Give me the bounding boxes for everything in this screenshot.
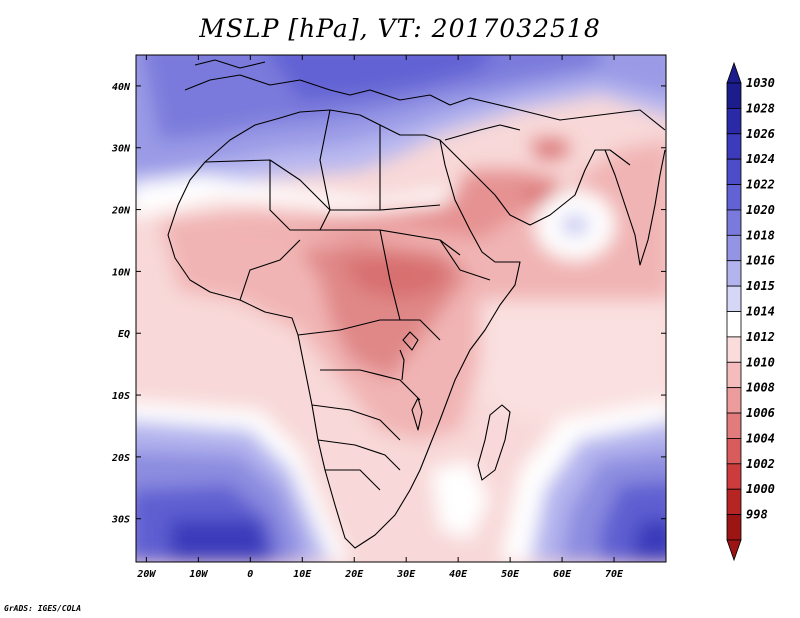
grads-credit: GrADS: IGES/COLA <box>4 604 82 613</box>
lat-label: 30N <box>111 144 131 155</box>
colorbar-swatch <box>726 488 742 516</box>
lon-label: 20W <box>136 569 156 580</box>
colorbar-label: 1018 <box>746 228 775 242</box>
colorbar-label: 998 <box>746 508 768 522</box>
colorbar-swatch <box>726 133 742 160</box>
lon-label: 10E <box>293 569 312 580</box>
colorbar-swatch <box>726 412 742 439</box>
colorbar-swatch <box>726 311 742 338</box>
colorbar-label: 1012 <box>746 330 775 344</box>
colorbar-swatch <box>726 158 742 185</box>
colorbar-swatch <box>726 234 742 262</box>
colorbar-swatch <box>726 463 742 490</box>
lon-label: 60E <box>553 569 572 580</box>
colorbar-label: 1016 <box>746 254 775 268</box>
map-title: MSLP [hPa], VT: 2017032518 <box>199 14 601 43</box>
colorbar-swatch <box>726 82 742 109</box>
colorbar-swatch <box>726 260 742 287</box>
colorbar-label: 1022 <box>746 178 775 192</box>
lon-label: 10W <box>189 569 208 580</box>
lon-label: 30E <box>396 569 416 580</box>
plot-frame <box>135 54 667 563</box>
colorbar-label: 1004 <box>746 431 775 445</box>
lon-label: 50E <box>501 569 520 580</box>
colorbar-label: 1000 <box>746 482 775 496</box>
colorbar-swatch <box>726 336 742 363</box>
colorbar-label: 1026 <box>746 127 775 141</box>
colorbar: 1030 1028 1026 1024 1022 1020 1018 1016 1015 1014… <box>726 61 775 562</box>
lat-label: 20N <box>111 206 131 217</box>
colorbar-label: 1024 <box>746 152 775 166</box>
colorbar-swatch <box>726 514 742 541</box>
colorbar-swatch <box>726 387 742 414</box>
lat-label: 30S <box>111 515 130 526</box>
lon-label: 20E <box>344 569 364 580</box>
colorbar-swatch <box>726 361 742 389</box>
lon-label: 70E <box>605 569 624 580</box>
lat-label: 20S <box>111 453 130 464</box>
colorbar-label: 1020 <box>746 203 775 217</box>
colorbar-swatch <box>726 285 742 312</box>
colorbar-label: 1030 <box>746 76 775 90</box>
colorbar-top-arrow <box>726 61 742 84</box>
colorbar-swatch <box>726 184 742 211</box>
colorbar-label: 1006 <box>746 406 775 420</box>
coastlines <box>167 59 666 549</box>
colorbar-swatch <box>726 209 742 236</box>
colorbar-label: 1008 <box>746 381 775 395</box>
lat-label: EQ <box>118 329 130 340</box>
colorbar-label: 1015 <box>746 279 775 293</box>
colorbar-label: 1028 <box>746 101 775 115</box>
lat-label: 40N <box>112 82 131 93</box>
lon-label: 40E <box>449 569 468 580</box>
longitude-axis: 20W 10W 0 10E 20E 30E 40E 50E 60E 70E <box>136 55 624 580</box>
colorbar-bottom-arrow <box>726 539 742 562</box>
colorbar-swatch <box>726 107 742 135</box>
lat-label: 10N <box>112 267 131 278</box>
colorbar-label: 1002 <box>746 457 775 471</box>
colorbar-swatch <box>726 438 742 465</box>
pressure-field <box>136 55 666 562</box>
lon-label: 0 <box>247 569 253 580</box>
latitude-axis: 40N 30N 20N 10N EQ 10S 20S 30S <box>111 82 666 526</box>
colorbar-label: 1014 <box>746 305 775 319</box>
colorbar-label: 1010 <box>746 355 775 369</box>
lat-label: 10S <box>112 391 130 402</box>
